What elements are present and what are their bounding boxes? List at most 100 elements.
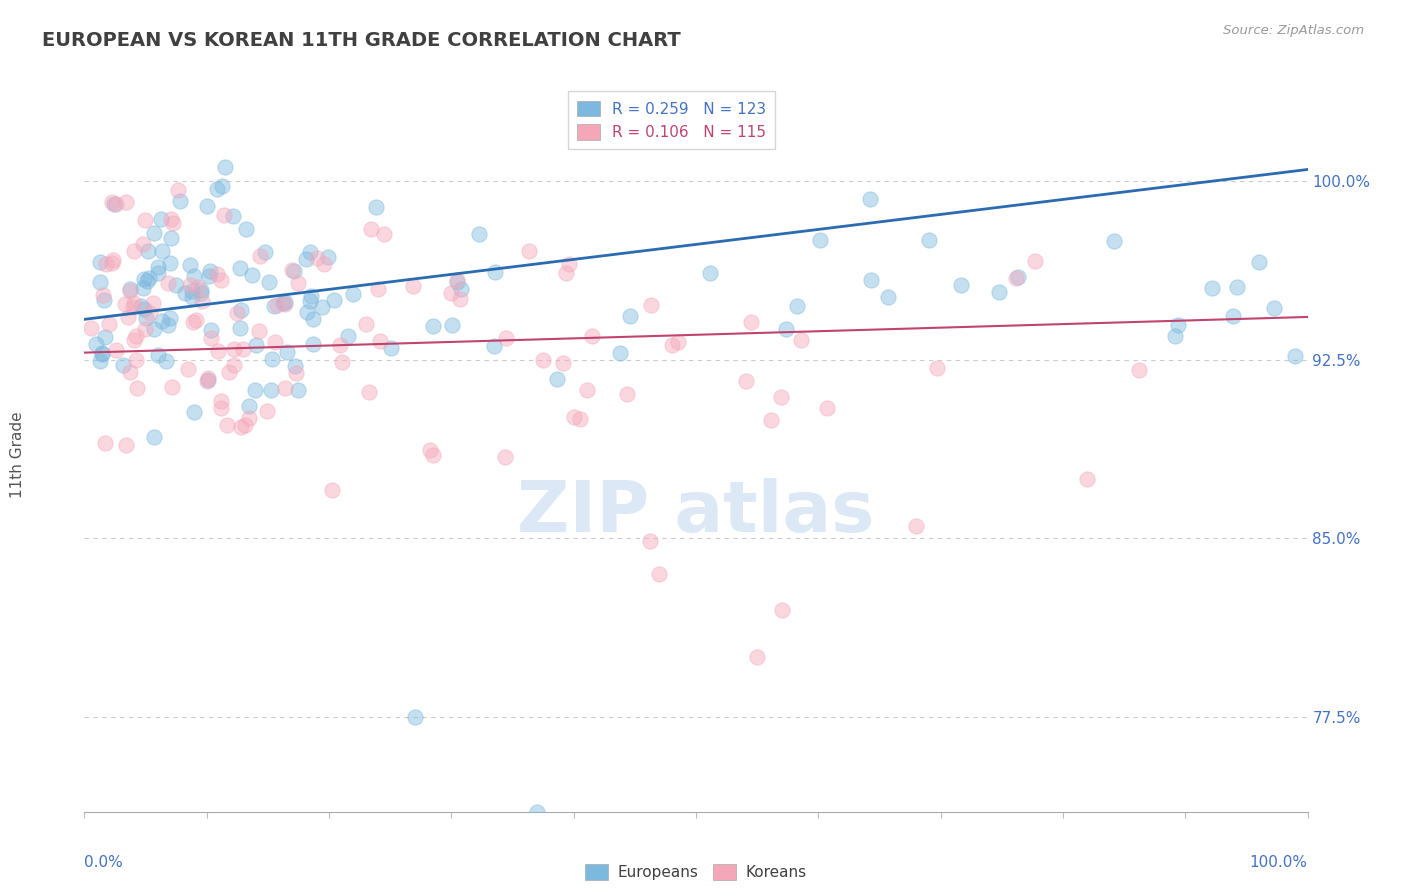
- Point: [160, 379, 183, 393]
- Point: [949, 277, 972, 292]
- Point: [297, 305, 319, 319]
- Point: [150, 314, 173, 328]
- Point: [198, 263, 221, 277]
- Point: [229, 320, 252, 334]
- Point: [287, 276, 309, 290]
- Text: 11th Grade: 11th Grade: [10, 411, 24, 499]
- Point: [905, 519, 928, 533]
- Point: [419, 443, 441, 458]
- Point: [169, 194, 191, 208]
- Point: [256, 404, 278, 418]
- Point: [148, 348, 170, 362]
- Point: [554, 266, 576, 280]
- Point: [180, 290, 202, 304]
- Point: [769, 390, 792, 404]
- Point: [298, 245, 321, 260]
- Point: [142, 295, 165, 310]
- Point: [97, 317, 120, 331]
- Point: [117, 310, 139, 324]
- Point: [160, 212, 183, 227]
- Point: [142, 226, 165, 240]
- Point: [1167, 318, 1189, 333]
- Point: [243, 383, 266, 397]
- Text: 100.0%: 100.0%: [1250, 855, 1308, 870]
- Point: [1005, 271, 1028, 285]
- Point: [94, 257, 117, 271]
- Point: [200, 323, 222, 337]
- Point: [253, 245, 276, 260]
- Point: [79, 321, 101, 335]
- Point: [342, 287, 364, 301]
- Point: [159, 311, 181, 326]
- Point: [257, 275, 280, 289]
- Point: [179, 258, 201, 272]
- Point: [156, 318, 179, 333]
- Point: [122, 300, 145, 314]
- Point: [134, 322, 156, 336]
- Point: [274, 296, 297, 310]
- Point: [337, 329, 360, 343]
- Point: [314, 257, 336, 271]
- Point: [209, 273, 232, 287]
- Point: [558, 257, 581, 271]
- Point: [581, 329, 603, 343]
- Point: [440, 318, 463, 333]
- Point: [859, 192, 882, 206]
- Point: [1128, 363, 1150, 377]
- Point: [118, 285, 141, 299]
- Point: [666, 334, 689, 349]
- Point: [222, 209, 245, 223]
- Point: [195, 199, 218, 213]
- Point: [321, 483, 343, 497]
- Point: [181, 314, 204, 328]
- Point: [284, 359, 307, 373]
- Point: [146, 266, 169, 280]
- Point: [526, 805, 548, 819]
- Point: [235, 222, 257, 236]
- Point: [229, 260, 252, 275]
- Point: [494, 450, 516, 465]
- Point: [155, 354, 177, 368]
- Point: [101, 194, 124, 209]
- Point: [1102, 234, 1125, 248]
- Point: [191, 293, 214, 308]
- Point: [517, 244, 540, 258]
- Point: [89, 255, 111, 269]
- Point: [134, 212, 156, 227]
- Legend: Europeans, Koreans: Europeans, Koreans: [579, 858, 813, 886]
- Point: [89, 275, 111, 289]
- Point: [122, 244, 145, 258]
- Point: [775, 321, 797, 335]
- Point: [1226, 279, 1249, 293]
- Point: [179, 277, 201, 292]
- Point: [167, 183, 190, 197]
- Point: [380, 341, 402, 355]
- Point: [114, 296, 136, 310]
- Point: [740, 315, 762, 329]
- Point: [197, 268, 219, 283]
- Point: [1163, 329, 1185, 343]
- Point: [482, 338, 505, 352]
- Point: [138, 271, 160, 285]
- Point: [159, 255, 181, 269]
- Point: [218, 366, 240, 380]
- Point: [229, 419, 252, 434]
- Point: [125, 329, 148, 343]
- Point: [238, 410, 260, 425]
- Point: [648, 566, 671, 581]
- Point: [181, 285, 204, 299]
- Point: [449, 292, 471, 306]
- Point: [135, 274, 157, 288]
- Point: [93, 293, 115, 307]
- Point: [222, 358, 245, 372]
- Point: [122, 296, 145, 310]
- Point: [404, 709, 426, 723]
- Point: [94, 329, 117, 343]
- Point: [118, 365, 141, 379]
- Point: [217, 418, 239, 433]
- Point: [132, 237, 155, 252]
- Point: [190, 283, 212, 297]
- Point: [200, 331, 222, 345]
- Point: [815, 401, 838, 416]
- Point: [877, 290, 900, 304]
